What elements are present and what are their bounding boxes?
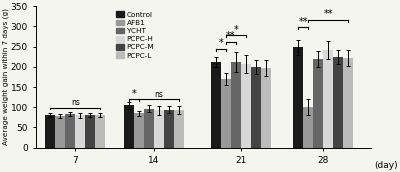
Bar xyxy=(221,79,231,148)
Bar xyxy=(96,115,106,148)
Bar xyxy=(343,58,353,148)
Bar xyxy=(164,110,174,148)
Bar xyxy=(231,62,241,148)
Bar xyxy=(211,62,221,148)
Bar xyxy=(174,110,184,148)
Text: *: * xyxy=(233,25,238,35)
Text: *: * xyxy=(131,89,136,99)
Text: **: ** xyxy=(324,9,333,19)
Y-axis label: Average weight gain within 7 days (g): Average weight gain within 7 days (g) xyxy=(3,9,9,145)
Bar xyxy=(65,114,75,148)
Bar xyxy=(303,107,313,148)
Bar xyxy=(261,68,271,148)
Text: **: ** xyxy=(226,31,236,41)
Text: *: * xyxy=(218,38,223,48)
Bar xyxy=(333,57,343,148)
Text: ns: ns xyxy=(71,98,80,107)
Bar xyxy=(55,116,65,148)
Bar xyxy=(144,109,154,148)
Bar xyxy=(251,67,261,148)
Bar xyxy=(293,47,303,148)
Bar xyxy=(124,105,134,148)
Bar xyxy=(241,64,251,148)
Legend: Control, AFB1, YCHT, PCPC-H, PCPC-M, PCPC-L: Control, AFB1, YCHT, PCPC-H, PCPC-M, PCP… xyxy=(114,8,157,62)
Bar xyxy=(134,113,144,148)
Bar xyxy=(45,115,55,148)
Bar xyxy=(86,115,96,148)
Bar xyxy=(323,50,333,148)
Bar xyxy=(75,115,86,148)
Text: **: ** xyxy=(298,17,308,27)
Bar xyxy=(154,110,164,148)
Bar xyxy=(313,59,323,148)
Text: ns: ns xyxy=(154,90,163,99)
Text: (day): (day) xyxy=(374,161,398,170)
